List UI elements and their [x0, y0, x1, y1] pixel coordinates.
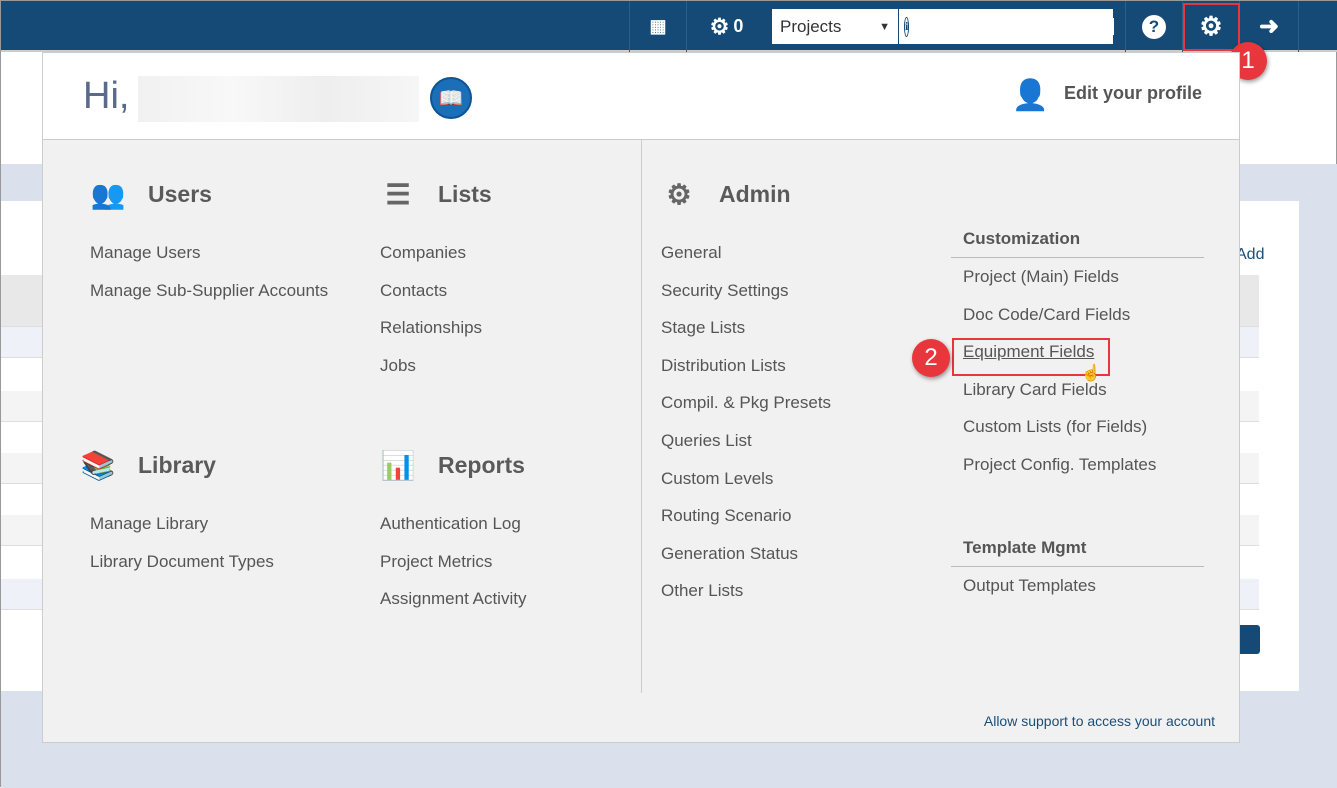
menu-item-admin-2[interactable]: Stage Lists	[661, 318, 746, 338]
help-button[interactable]: ?	[1125, 1, 1182, 52]
search-scope-select[interactable]: Projects ▼	[772, 9, 898, 44]
settings-highlight	[1183, 3, 1240, 51]
allow-support-access-link[interactable]: Allow support to access your account	[983, 713, 1215, 729]
admin-gear-icon: ⚙	[666, 178, 692, 210]
question-circle-icon: ?	[1142, 14, 1166, 39]
column-divider	[641, 140, 642, 693]
menu-item-customization-3[interactable]: Library Card Fields	[963, 379, 1107, 399]
lists-title: Lists	[438, 180, 492, 207]
menu-item-customization-5[interactable]: Project Config. Templates	[963, 454, 1157, 474]
template-mgmt-title: Template Mgmt	[951, 538, 1204, 567]
menu-item-manage-users[interactable]: Manage Users	[90, 243, 201, 262]
search-icon[interactable]: ⚲	[1120, 16, 1135, 38]
settings-button[interactable]: ⚙	[1182, 1, 1239, 52]
add-link[interactable]: Add	[1236, 246, 1265, 263]
reports-title: Reports	[438, 451, 525, 478]
books-icon: 📚	[80, 449, 116, 481]
tasks-count: 0	[733, 16, 744, 36]
edit-profile-link[interactable]: Edit your profile	[1063, 83, 1202, 103]
dashboard-clock-icon: ▦	[649, 16, 667, 36]
hand-cursor-icon: ☝	[1081, 365, 1101, 382]
menu-item-customization-2[interactable]: Equipment Fields	[963, 342, 1095, 361]
menu-item-project-metrics[interactable]: Project Metrics	[380, 551, 493, 571]
customization-title: Customization	[951, 229, 1204, 258]
menu-item-authentication-log[interactable]: Authentication Log	[380, 514, 521, 533]
menu-item-customization-1[interactable]: Doc Code/Card Fields	[963, 304, 1131, 324]
admin-title: Admin	[719, 180, 791, 207]
sign-out-icon: ➜	[1258, 13, 1280, 40]
search-scope-value: Projects	[780, 16, 842, 36]
menu-item-assignment-activity[interactable]: Assignment Activity	[380, 589, 527, 609]
blurred-username	[138, 76, 419, 122]
menu-item-admin-0[interactable]: General	[661, 243, 722, 262]
search-input[interactable]	[915, 18, 1115, 35]
menu-item-companies[interactable]: Companies	[380, 243, 466, 262]
menu-item-admin-9[interactable]: Other Lists	[661, 581, 744, 601]
menu-item-manage-sub-supplier-accounts[interactable]: Manage Sub-Supplier Accounts	[90, 280, 329, 300]
gear-icon: ⚙	[1199, 11, 1223, 41]
greeting: Hi,	[83, 75, 130, 117]
step-2-badge: 2	[912, 339, 950, 377]
list-icon: ☰	[385, 178, 411, 210]
menu-item-admin-1[interactable]: Security Settings	[661, 280, 789, 300]
background-tasks-button[interactable]: ⚙ 0	[686, 1, 766, 52]
settings-dropdown-menu: Hi, 📖 👤 Edit your profile 👥 Users Manage …	[42, 52, 1240, 743]
menu-item-admin-4[interactable]: Compil. & Pkg Presets	[661, 393, 832, 413]
caret-down-icon: ▼	[879, 20, 890, 33]
menu-item-customization-4[interactable]: Custom Lists (for Fields)	[963, 417, 1148, 436]
step-1-badge: 1	[1229, 42, 1267, 80]
menu-item-admin-6[interactable]: Custom Levels	[661, 468, 774, 488]
users-title: Users	[148, 180, 212, 207]
dashboard-history-button[interactable]: ▦	[629, 1, 686, 52]
report-icon: 📊	[380, 449, 416, 481]
menu-item-jobs[interactable]: Jobs	[380, 355, 416, 375]
menu-item-contacts[interactable]: Contacts	[380, 280, 448, 300]
menu-item-relationships[interactable]: Relationships	[380, 318, 483, 338]
menu-item-admin-8[interactable]: Generation Status	[661, 543, 799, 563]
equipment-fields-highlight	[952, 338, 1110, 376]
info-icon: i	[904, 16, 910, 37]
menu-header: Hi, 📖 👤 Edit your profile	[43, 53, 1239, 140]
menu-item-admin-3[interactable]: Distribution Lists	[661, 355, 786, 375]
gears-icon: ⚙	[709, 13, 730, 39]
users-icon: 👥	[90, 178, 126, 210]
top-navigation-bar: ▦ ⚙ 0 Projects ▼ i ⚲ ? ⚙ ➜	[1, 1, 1337, 52]
user-profile-icon: 👤	[1011, 79, 1049, 112]
menu-item-admin-7[interactable]: Routing Scenario	[661, 506, 792, 526]
menu-item-manage-library[interactable]: Manage Library	[90, 514, 209, 533]
menu-item-admin-5[interactable]: Queries List	[661, 430, 752, 450]
menu-item-customization-0[interactable]: Project (Main) Fields	[963, 267, 1119, 286]
menu-item-output-templates[interactable]: Output Templates	[963, 576, 1096, 595]
library-title: Library	[138, 451, 216, 478]
user-guide-book-icon[interactable]: 📖	[430, 77, 472, 119]
menu-item-library-document-types[interactable]: Library Document Types	[90, 551, 274, 571]
search-field[interactable]: i ⚲	[898, 9, 1135, 44]
